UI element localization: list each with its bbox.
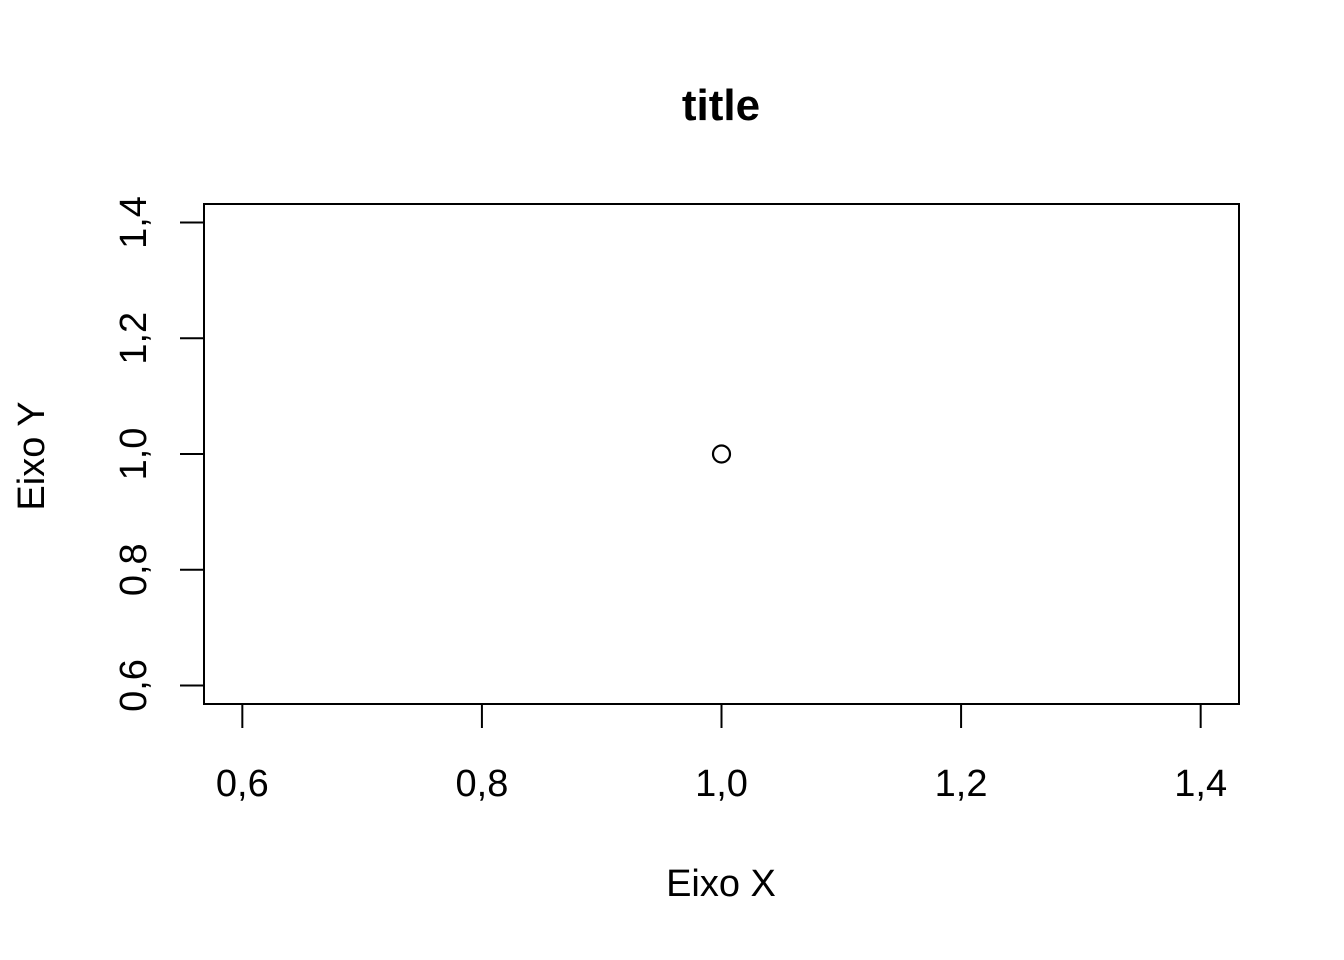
x-tick-label: 1,4 — [1174, 763, 1227, 805]
x-tick-label: 1,2 — [935, 763, 988, 805]
data-point — [711, 444, 732, 464]
y-tick-label: 1,0 — [113, 428, 155, 481]
x-axis-label: Eixo X — [666, 863, 776, 905]
data-points — [711, 444, 732, 464]
x-tick-label: 0,6 — [216, 763, 269, 805]
y-tick-label: 1,2 — [113, 312, 155, 365]
x-tick-label: 0,8 — [456, 763, 509, 805]
x-tick-label: 1,0 — [695, 763, 748, 805]
x-axis: 0,6 0,8 1,0 1,2 1,4 — [216, 703, 1227, 805]
y-tick-label: 1,4 — [113, 196, 155, 249]
y-axis-label: Eixo Y — [11, 401, 53, 510]
chart-title: title — [682, 81, 760, 130]
y-tick-label: 0,8 — [113, 543, 155, 596]
y-axis: 0,6 0,8 1,0 1,2 1,4 — [113, 196, 205, 712]
plot-frame — [203, 203, 1240, 705]
y-tick-label: 0,6 — [113, 659, 155, 712]
